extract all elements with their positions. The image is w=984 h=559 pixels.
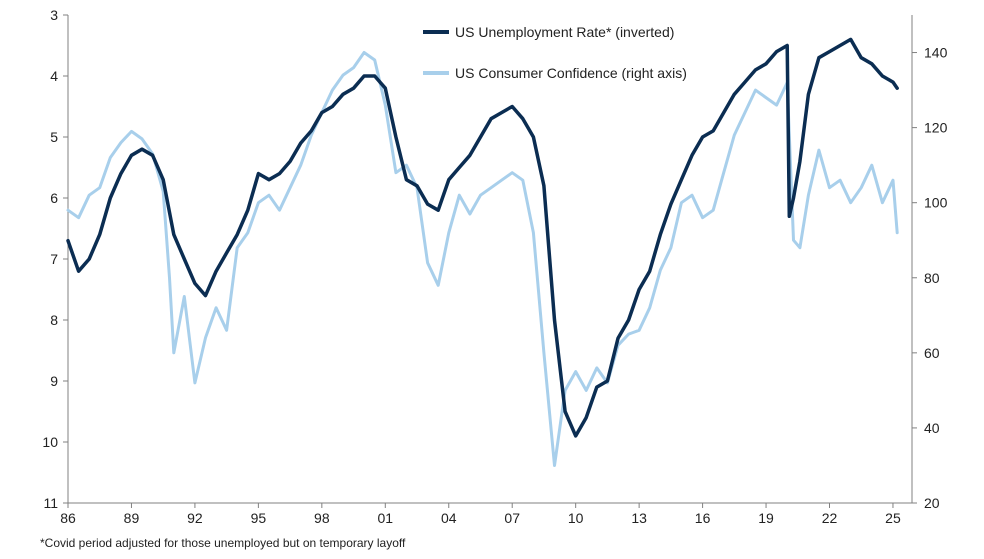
left-tick-label: 4 [50,68,58,84]
legend: US Unemployment Rate* (inverted) US Cons… [423,24,687,81]
x-tick-label: 10 [568,510,584,526]
x-tick-label: 89 [124,510,140,526]
left-tick-label: 9 [50,373,58,389]
left-tick-label: 3 [50,7,58,23]
series-layer [66,37,899,467]
footnote: *Covid period adjusted for those unemplo… [40,536,406,550]
x-tick-label: 04 [441,510,457,526]
series-line-consumer-confidence [66,51,899,467]
right-tick-label: 140 [924,45,948,61]
x-tick-label: 19 [758,510,774,526]
left-tick-label: 10 [42,434,58,450]
x-tick-label: 13 [631,510,647,526]
right-tick-label: 40 [924,420,940,436]
x-tick-label: 01 [378,510,394,526]
legend-label-unemployment: US Unemployment Rate* (inverted) [455,24,674,40]
left-tick-label: 11 [43,495,58,511]
x-tick-label: 07 [504,510,520,526]
right-tick-label: 120 [924,120,948,136]
left-tick-label: 5 [50,129,58,145]
left-tick-label: 8 [50,312,58,328]
x-tick-label: 16 [695,510,711,526]
series-line-unemployment [66,37,899,438]
legend-label-consumer-confidence: US Consumer Confidence (right axis) [455,65,687,81]
left-tick-label: 7 [50,251,58,267]
x-tick-label: 92 [187,510,203,526]
x-tick-label: 22 [822,510,838,526]
x-tick-label: 25 [885,510,901,526]
x-tick-label: 98 [314,510,330,526]
x-tick-label: 95 [251,510,267,526]
right-tick-label: 100 [924,195,948,211]
right-tick-label: 80 [924,270,940,286]
x-tick-label: 86 [60,510,76,526]
right-tick-label: 20 [924,495,940,511]
left-tick-label: 6 [50,190,58,206]
right-tick-label: 60 [924,345,940,361]
